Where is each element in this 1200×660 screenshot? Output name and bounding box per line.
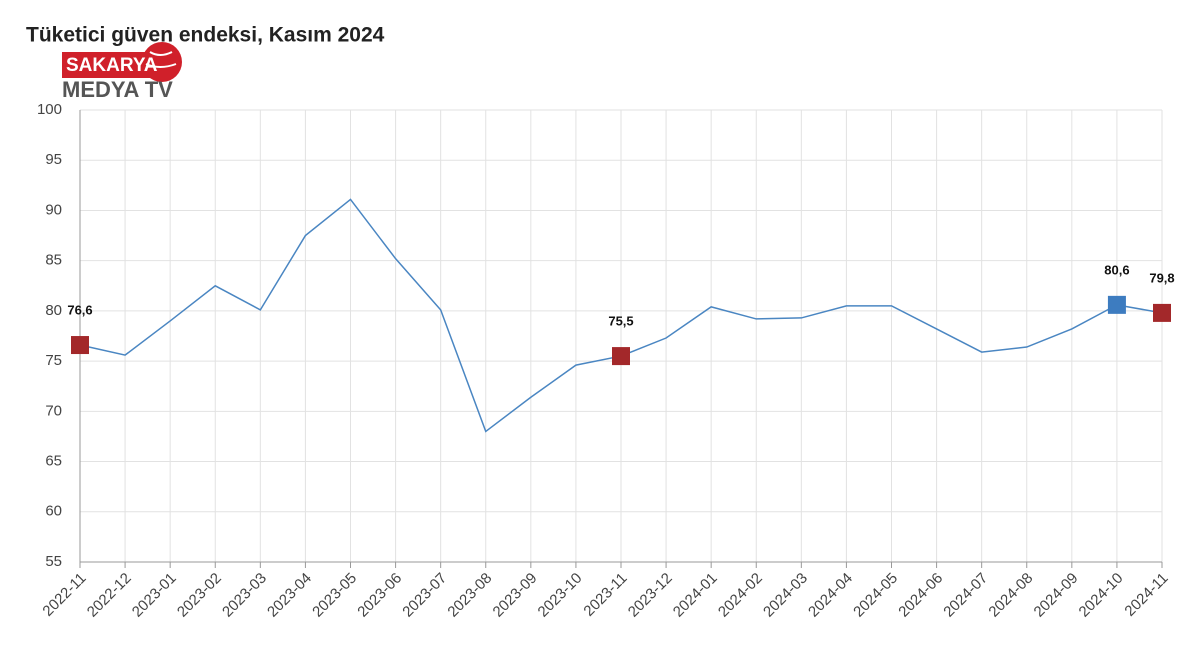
x-tick-label: 2022-12 bbox=[84, 570, 135, 621]
logo-globe-lines bbox=[145, 51, 177, 68]
x-tick-label: 2024-09 bbox=[1031, 570, 1082, 621]
logo-text: SAKARYA bbox=[66, 55, 158, 76]
x-tick-label: 2023-10 bbox=[535, 570, 586, 621]
x-tick-label: 2023-11 bbox=[580, 570, 630, 620]
x-tick-label: 2024-06 bbox=[895, 570, 946, 621]
x-tick-label: 2023-07 bbox=[399, 570, 450, 621]
y-tick-label: 95 bbox=[45, 151, 62, 168]
logo: SAKARYA MEDYA TV bbox=[62, 42, 182, 102]
x-tick-label: 2024-03 bbox=[760, 570, 811, 621]
y-tick-label: 80 bbox=[45, 302, 62, 319]
x-tick-label: 2024-11 bbox=[1121, 570, 1171, 620]
y-tick-label: 75 bbox=[45, 352, 62, 369]
y-tick-label: 85 bbox=[45, 252, 62, 269]
value-label: 75,5 bbox=[608, 314, 633, 329]
y-tick-label: 65 bbox=[45, 453, 62, 470]
x-tick-label: 2023-03 bbox=[219, 570, 270, 621]
marker bbox=[612, 347, 630, 366]
y-tick-label: 55 bbox=[45, 553, 62, 570]
x-tick-label: 2023-08 bbox=[444, 570, 495, 621]
x-tick-label: 2023-09 bbox=[490, 570, 541, 621]
y-tick-label: 70 bbox=[45, 402, 62, 419]
y-tick-label: 100 bbox=[37, 101, 62, 118]
x-tick-label: 2024-05 bbox=[850, 570, 901, 621]
value-label: 80,6 bbox=[1104, 262, 1129, 277]
logo-box bbox=[62, 52, 158, 78]
value-label: 76,6 bbox=[67, 302, 92, 317]
marker bbox=[1153, 303, 1171, 322]
x-tick-label: 2023-01 bbox=[129, 570, 180, 621]
marker bbox=[71, 336, 89, 355]
y-tick-label: 90 bbox=[45, 201, 62, 218]
x-tick-label: 2023-05 bbox=[309, 570, 360, 621]
y-tick-label: 60 bbox=[45, 503, 62, 520]
x-tick-label: 2023-12 bbox=[625, 570, 676, 621]
value-label: 79,8 bbox=[1149, 270, 1174, 285]
chart-title: Tüketici güven endeksi, Kasım 2024 bbox=[26, 24, 385, 47]
x-tick-label: 2023-06 bbox=[354, 570, 405, 621]
x-tick-label: 2024-01 bbox=[670, 570, 721, 621]
logo-subtext: MEDYA TV bbox=[62, 77, 173, 102]
x-tick-label: 2024-04 bbox=[805, 570, 856, 621]
marker bbox=[1107, 295, 1126, 314]
x-tick-label: 2023-04 bbox=[264, 570, 315, 621]
x-tick-label: 2022-11 bbox=[39, 570, 89, 620]
x-tick-label: 2024-02 bbox=[715, 570, 766, 621]
x-tick-label: 2024-10 bbox=[1076, 570, 1127, 621]
x-tick-label: 2023-02 bbox=[174, 570, 225, 621]
x-tick-label: 2024-07 bbox=[940, 570, 991, 621]
x-tick-label: 2024-08 bbox=[985, 570, 1036, 621]
